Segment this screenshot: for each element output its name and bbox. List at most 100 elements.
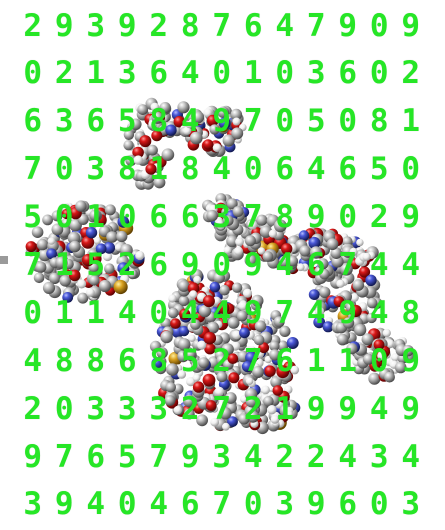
atom-sphere <box>161 148 175 161</box>
atom-sphere <box>218 117 231 130</box>
atom-sphere <box>253 334 265 346</box>
atom-sphere <box>299 245 311 257</box>
atom-sphere <box>326 238 339 251</box>
atom-sphere <box>377 351 387 361</box>
atom-sphere <box>349 247 358 256</box>
atom-sphere <box>216 371 228 383</box>
atom-sphere <box>362 252 371 261</box>
atom-sphere <box>281 243 293 255</box>
atom-sphere <box>232 117 241 126</box>
atom-sphere <box>75 200 87 212</box>
atom-sphere <box>247 410 260 423</box>
atom-sphere <box>216 219 224 227</box>
atom-sphere <box>51 223 64 236</box>
atom-sphere <box>322 321 334 333</box>
atom-sphere <box>203 108 213 118</box>
atom-sphere <box>120 243 133 257</box>
atom-sphere <box>394 361 407 374</box>
atom-sphere <box>219 407 232 420</box>
atom-sphere <box>113 279 128 295</box>
atom-sphere <box>187 282 200 295</box>
atom-sphere <box>135 250 145 261</box>
atom-sphere <box>366 312 377 324</box>
atom-sphere <box>202 295 215 308</box>
atom-sphere <box>206 114 219 127</box>
atom-sphere <box>89 209 101 222</box>
atom-sphere <box>151 111 164 124</box>
atom-sphere <box>277 340 289 352</box>
atom-sphere <box>373 339 385 351</box>
atom-sphere <box>221 343 234 356</box>
atom-sphere <box>77 279 87 289</box>
atom-sphere <box>182 126 192 135</box>
atom-sphere <box>358 266 371 278</box>
atom-sphere <box>42 214 53 226</box>
atom-sphere <box>153 176 166 189</box>
atom-sphere <box>165 382 176 393</box>
atom-sphere <box>167 307 179 319</box>
atom-sphere <box>238 301 248 311</box>
atom-sphere <box>203 331 217 345</box>
molecule-atoms <box>25 97 415 435</box>
atom-sphere <box>244 235 256 247</box>
atom-sphere <box>330 247 343 259</box>
atom-sphere <box>35 261 47 273</box>
atom-sphere <box>160 318 172 329</box>
atom-sphere <box>127 269 136 278</box>
atom-sphere <box>117 216 130 228</box>
atom-sphere <box>319 286 331 298</box>
atom-sphere <box>273 316 285 328</box>
atom-sphere <box>178 280 190 292</box>
atom-sphere <box>31 226 44 238</box>
atom-sphere <box>319 268 330 280</box>
atom-sphere <box>192 381 205 393</box>
atom-sphere <box>217 301 230 314</box>
atom-sphere <box>177 338 191 351</box>
atom-sphere <box>236 310 248 322</box>
atom-sphere <box>245 377 254 385</box>
atom-sphere <box>123 140 134 151</box>
atom-sphere <box>356 238 364 247</box>
atom-sphere <box>296 263 305 272</box>
atom-sphere <box>173 116 185 128</box>
atom-sphere <box>147 144 158 156</box>
atom-sphere <box>391 353 400 362</box>
atom-sphere <box>98 279 112 293</box>
atom-sphere <box>261 385 270 395</box>
atom-sphere <box>336 279 345 288</box>
atom-sphere <box>258 342 270 354</box>
atom-sphere <box>231 127 244 140</box>
atom-sphere <box>232 206 244 217</box>
atom-sphere <box>313 316 326 329</box>
atom-sphere <box>130 118 142 131</box>
atom-sphere <box>213 271 225 284</box>
atom-sphere <box>241 361 254 373</box>
atom-sphere <box>196 414 209 427</box>
atom-sphere <box>106 231 118 243</box>
atom-sphere <box>116 230 128 243</box>
atom-sphere <box>104 204 116 216</box>
atom-sphere <box>46 248 57 260</box>
atom-sphere <box>117 262 130 275</box>
atom-sphere <box>33 272 45 284</box>
atom-sphere <box>227 353 239 365</box>
atom-sphere <box>103 251 113 262</box>
atom-sphere <box>223 246 232 255</box>
atom-sphere <box>402 345 414 357</box>
atom-sphere <box>384 371 395 383</box>
atom-sphere <box>287 255 299 267</box>
atom-sphere <box>251 294 264 307</box>
atom-sphere <box>219 284 230 296</box>
atom-sphere <box>212 143 222 153</box>
atom-sphere <box>385 339 395 348</box>
atom-sphere <box>139 135 152 148</box>
atom-sphere <box>290 365 300 375</box>
atom-sphere <box>178 295 190 307</box>
atom-sphere <box>272 385 284 396</box>
atom-sphere <box>132 146 144 159</box>
atom-sphere <box>190 319 201 330</box>
atom-sphere <box>269 349 281 361</box>
atom-sphere <box>123 129 135 140</box>
